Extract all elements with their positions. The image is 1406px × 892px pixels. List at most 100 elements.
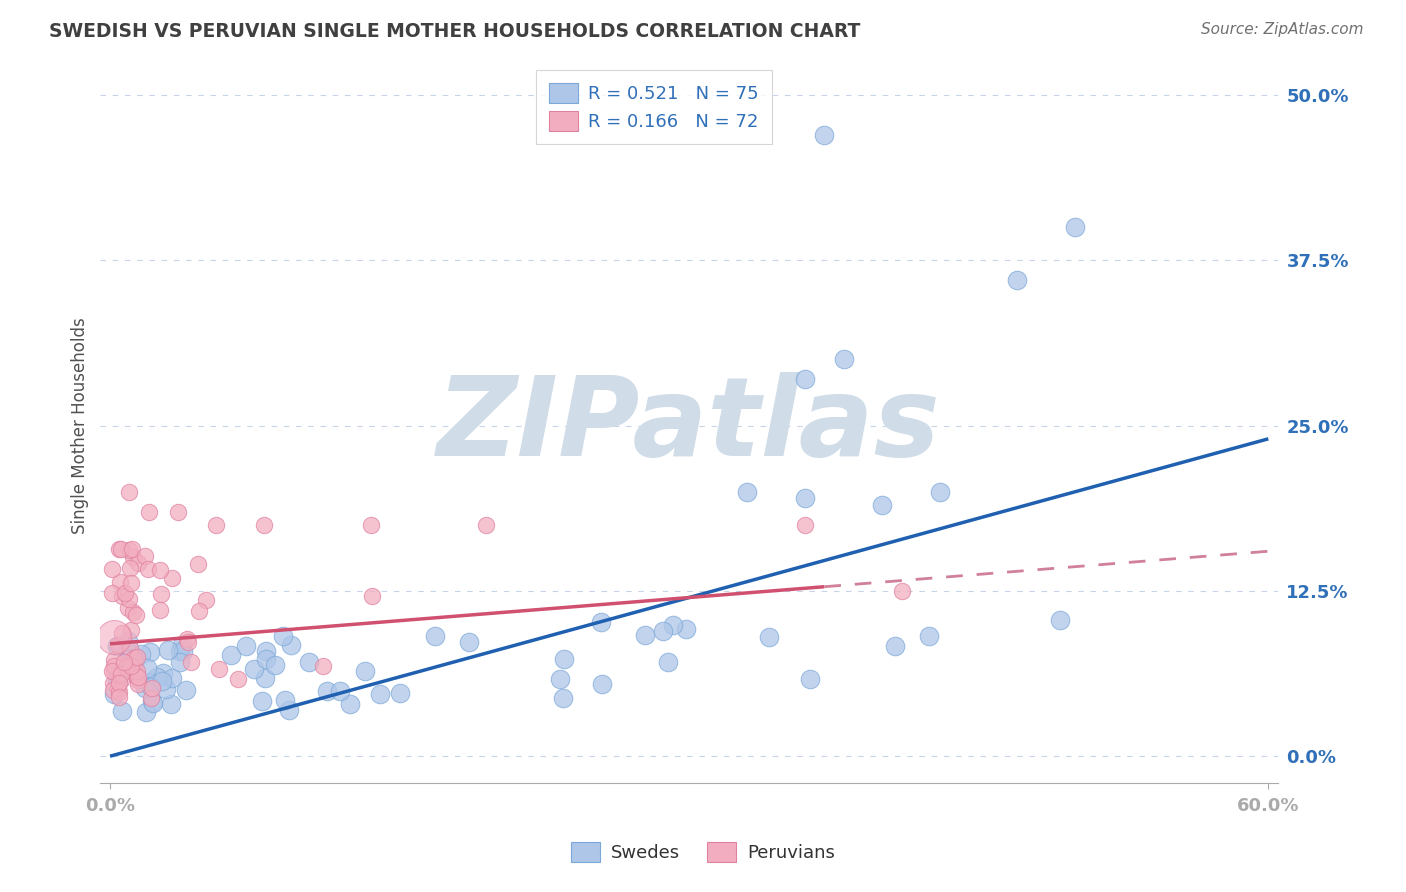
Point — [110, 673, 132, 687]
Point — [138, 504, 160, 518]
Point — [108, 542, 131, 557]
Point — [138, 645, 160, 659]
Point — [172, 644, 194, 658]
Point — [339, 697, 361, 711]
Point — [475, 517, 498, 532]
Point — [1064, 220, 1087, 235]
Point — [117, 600, 139, 615]
Point — [311, 658, 333, 673]
Point — [141, 680, 163, 694]
Point — [180, 655, 202, 669]
Point — [159, 697, 181, 711]
Point — [149, 603, 172, 617]
Point — [103, 659, 125, 673]
Point — [548, 673, 571, 687]
Point — [205, 517, 228, 532]
Point — [360, 590, 382, 604]
Point — [103, 653, 125, 667]
Point — [329, 684, 352, 698]
Point — [146, 670, 169, 684]
Text: Source: ZipAtlas.com: Source: ZipAtlas.com — [1201, 22, 1364, 37]
Point — [675, 622, 697, 636]
Point — [250, 694, 273, 708]
Point — [122, 549, 145, 564]
Point — [799, 672, 821, 686]
Point — [134, 549, 156, 563]
Point — [633, 628, 655, 642]
Point — [155, 681, 177, 696]
Point — [929, 484, 952, 499]
Point — [118, 484, 141, 499]
Point — [111, 704, 134, 718]
Point — [890, 583, 912, 598]
Point — [141, 681, 163, 695]
Point — [157, 643, 180, 657]
Point — [125, 650, 148, 665]
Point — [187, 558, 209, 572]
Point — [107, 638, 129, 652]
Point — [169, 655, 191, 669]
Point — [103, 688, 125, 702]
Point — [122, 655, 145, 669]
Point — [117, 634, 139, 648]
Point — [254, 652, 277, 666]
Point — [758, 630, 780, 644]
Point — [118, 652, 141, 666]
Point — [219, 648, 242, 662]
Point — [111, 589, 134, 603]
Point — [111, 626, 134, 640]
Point — [662, 618, 685, 632]
Point — [107, 681, 129, 696]
Point — [101, 664, 124, 678]
Point — [553, 651, 575, 665]
Point — [551, 691, 574, 706]
Point — [883, 639, 905, 653]
Point — [127, 556, 149, 570]
Point — [360, 517, 382, 532]
Point — [136, 661, 159, 675]
Point — [122, 650, 145, 665]
Point — [124, 607, 146, 622]
Point — [208, 662, 231, 676]
Point — [105, 639, 128, 653]
Point — [273, 629, 295, 643]
Point — [127, 673, 149, 687]
Point — [122, 658, 145, 673]
Point — [591, 677, 613, 691]
Point — [114, 659, 136, 673]
Point — [108, 574, 131, 589]
Point — [110, 542, 132, 557]
Point — [1049, 613, 1071, 627]
Point — [150, 673, 173, 688]
Point — [107, 685, 129, 699]
Point — [120, 659, 142, 673]
Point — [152, 666, 174, 681]
Point — [735, 484, 758, 499]
Point — [112, 657, 135, 672]
Point — [114, 586, 136, 600]
Point — [136, 562, 159, 576]
Point — [149, 563, 172, 577]
Point — [174, 683, 197, 698]
Point — [122, 605, 145, 619]
Point — [127, 677, 149, 691]
Point — [591, 615, 613, 630]
Point — [101, 675, 124, 690]
Point — [277, 703, 299, 717]
Point — [918, 629, 941, 643]
Point — [142, 697, 165, 711]
Point — [657, 656, 679, 670]
Point — [274, 693, 297, 707]
Point — [235, 639, 257, 653]
Point — [120, 640, 142, 655]
Point — [187, 604, 209, 618]
Legend: R = 0.521   N = 75, R = 0.166   N = 72: R = 0.521 N = 75, R = 0.166 N = 72 — [536, 70, 772, 144]
Point — [368, 687, 391, 701]
Point — [169, 643, 191, 657]
Point — [160, 572, 183, 586]
Point — [120, 623, 142, 637]
Point — [105, 673, 128, 688]
Point — [253, 671, 276, 685]
Point — [107, 671, 129, 685]
Point — [134, 681, 156, 695]
